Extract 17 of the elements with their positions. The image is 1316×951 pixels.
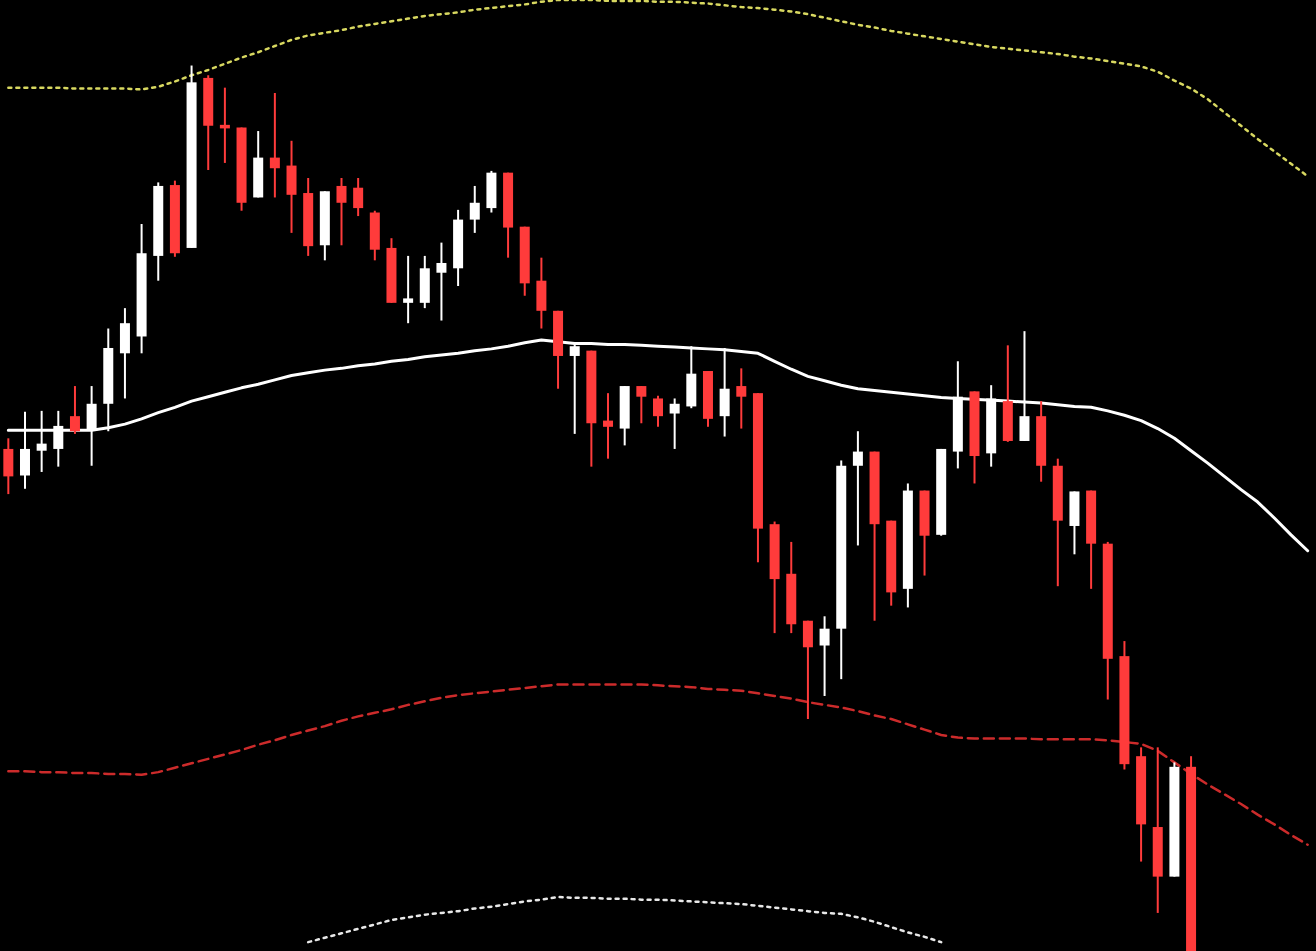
candlestick bbox=[852, 430, 863, 547]
candlestick bbox=[636, 385, 647, 425]
candlestick bbox=[819, 615, 830, 697]
candlestick bbox=[69, 385, 80, 435]
candlestick bbox=[269, 91, 280, 199]
candlestick bbox=[353, 176, 364, 218]
candlestick bbox=[736, 367, 747, 430]
candlestick bbox=[336, 176, 347, 247]
candlestick bbox=[669, 397, 680, 450]
candlestick bbox=[469, 184, 480, 234]
candlestick bbox=[36, 409, 47, 473]
candlestick bbox=[603, 392, 614, 460]
candlestick bbox=[403, 254, 414, 325]
candlestick bbox=[436, 241, 447, 322]
candlestick bbox=[653, 394, 663, 428]
candlestick bbox=[569, 342, 580, 435]
candlestick bbox=[53, 409, 64, 468]
